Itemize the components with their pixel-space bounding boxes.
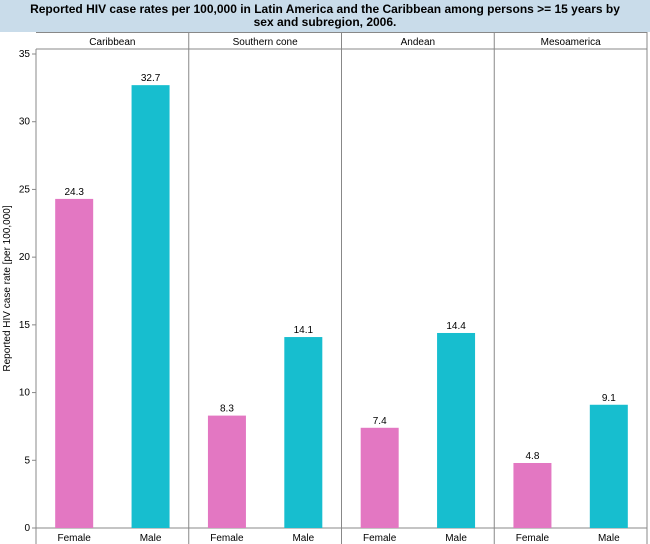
- x-tick-label: Male: [445, 533, 467, 544]
- bar-male: [589, 404, 628, 528]
- bar-male: [437, 332, 476, 528]
- x-tick-label: Female: [516, 533, 550, 544]
- y-tick-label: 25: [19, 184, 31, 195]
- x-tick-label: Male: [292, 533, 314, 544]
- bar-value-label: 14.4: [446, 321, 466, 332]
- bar-female: [513, 462, 552, 528]
- bar-female: [360, 427, 399, 528]
- x-tick-label: Male: [140, 533, 162, 544]
- y-tick-label: 35: [19, 49, 31, 60]
- y-tick-label: 30: [19, 117, 31, 128]
- y-tick-label: 5: [24, 455, 30, 466]
- bar-female: [55, 198, 94, 528]
- y-tick-label: 15: [19, 320, 31, 331]
- bar-value-label: 9.1: [602, 393, 616, 404]
- panel-header-label: Caribbean: [89, 37, 135, 48]
- bar-value-label: 7.4: [373, 416, 387, 427]
- y-tick-label: 0: [24, 523, 30, 534]
- bar-male: [131, 85, 170, 529]
- x-tick-label: Female: [363, 533, 397, 544]
- x-tick-label: Male: [598, 533, 620, 544]
- x-tick-label: Female: [58, 533, 92, 544]
- y-tick-label: 10: [19, 388, 31, 399]
- chart-title: Reported HIV case rates per 100,000 in L…: [30, 2, 620, 29]
- bar-value-label: 24.3: [64, 187, 84, 198]
- y-axis-label: Reported HIV case rate [per 100,000]: [2, 205, 13, 371]
- bar-female: [207, 415, 246, 528]
- x-tick-label: Female: [210, 533, 244, 544]
- bar-male: [284, 337, 323, 528]
- bar-value-label: 32.7: [141, 73, 161, 84]
- panel-header-label: Mesoamerica: [541, 37, 601, 48]
- bar-value-label: 14.1: [294, 325, 314, 336]
- bar-value-label: 8.3: [220, 404, 234, 415]
- bar-chart: Reported HIV case rate [per 100,000] 0 5 10…: [2, 32, 648, 544]
- y-tick-label: 20: [19, 252, 31, 263]
- bar-value-label: 4.8: [525, 451, 539, 462]
- panel-header-label: Andean: [401, 37, 435, 48]
- panel-header-label: Southern cone: [233, 37, 298, 48]
- chart-title-bar: Reported HIV case rates per 100,000 in L…: [0, 0, 650, 32]
